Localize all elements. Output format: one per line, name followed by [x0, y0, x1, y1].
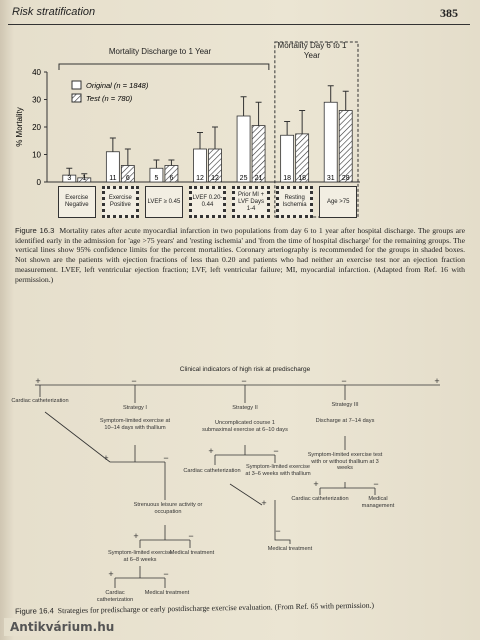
- category-box: Age >75: [319, 186, 357, 218]
- error-bar: [81, 173, 88, 178]
- bar-count: 3: [67, 175, 71, 182]
- flow-node: Strategy III: [331, 402, 359, 408]
- category-box: Exercise Positive: [101, 186, 140, 218]
- flow-node: Strategy I: [123, 405, 147, 411]
- category-box: Prior MI + LVF Days 1-4: [232, 186, 270, 218]
- flow-node: Medical treatment: [169, 550, 215, 556]
- running-head: Risk stratification: [12, 6, 96, 18]
- caption: Figure 16.3 Mortality rates after acute …: [15, 226, 465, 284]
- bar-count: 31: [327, 175, 335, 182]
- page-number: 385: [440, 6, 458, 20]
- error-bar: [109, 137, 116, 152]
- legend-swatch: [71, 93, 82, 103]
- branch-sign: −: [275, 526, 281, 536]
- bar-count: 11: [109, 175, 116, 182]
- bar-count: 28: [342, 175, 350, 182]
- category-box: Exercise Negative: [58, 186, 96, 218]
- branch-sign: +: [208, 446, 214, 456]
- flow-node: Symptom-limited exercise at 3–6 weeks wi…: [245, 464, 311, 477]
- group-box: [274, 41, 359, 218]
- bar-count: 25: [240, 175, 248, 182]
- flow-node: Uncomplicated course 1 submaximal exerci…: [202, 420, 288, 433]
- category-box: LVEF ≥ 0.45: [145, 186, 183, 218]
- bar-count: 18: [298, 175, 306, 182]
- error-bar: [197, 132, 203, 149]
- flow-node: Strenuous leisure activity or occupation: [133, 502, 203, 515]
- flow-node: Cardiac catheterization: [96, 590, 134, 603]
- flow-node: Medical treatment: [267, 546, 313, 552]
- caption-label: Figure 16.4: [14, 606, 54, 616]
- legend-label: Test (n = 780): [86, 94, 133, 103]
- branch-sign: −: [373, 479, 379, 489]
- y-tick-label: 10: [32, 151, 41, 160]
- branch-sign: −: [163, 569, 169, 579]
- branch-sign: −: [131, 376, 137, 386]
- branch-sign: +: [35, 376, 41, 386]
- error-bar: [299, 110, 306, 134]
- bar-count: 12: [196, 175, 204, 182]
- error-bar: [168, 159, 175, 166]
- error-bar: [240, 96, 247, 116]
- caption-text: Mortality rates after acute myocardial i…: [15, 226, 466, 284]
- y-tick-label: 30: [32, 96, 41, 105]
- error-bar: [284, 121, 291, 136]
- branch-sign: +: [133, 531, 139, 541]
- error-bar: [342, 90, 349, 111]
- flow-node: Discharge at 7–14 days: [315, 418, 375, 424]
- flow-node: Symptom-limited exercise test with or wi…: [307, 452, 383, 472]
- watermark: Antikvárium.hu: [4, 618, 121, 636]
- branch-sign: −: [188, 531, 194, 541]
- branch-sign: −: [163, 453, 169, 463]
- caption-label: Figure 16.3: [15, 226, 55, 235]
- group-label: Mortality Discharge to 1 Year: [108, 47, 212, 56]
- category-box: LVEF 0.20-0.44: [188, 186, 227, 218]
- group-label: Mortality Day 6 to 1 Year: [277, 41, 347, 60]
- branch-sign: −: [273, 446, 279, 456]
- y-axis-label: % Mortality: [15, 107, 24, 147]
- y-tick-label: 0: [37, 178, 42, 187]
- bar-count: 12: [211, 175, 219, 182]
- error-bar: [153, 159, 160, 169]
- flow-node: Strategy II: [232, 405, 258, 411]
- group-bracket: [58, 63, 270, 70]
- error-bar: [327, 85, 334, 103]
- bar-count: 6: [126, 175, 130, 182]
- error-bar: [212, 126, 218, 149]
- flow-node: Medical treatment: [144, 590, 190, 596]
- branch-sign: +: [313, 479, 319, 489]
- branch-sign: −: [241, 376, 247, 386]
- error-bar: [255, 101, 262, 126]
- branch-sign: +: [434, 376, 440, 386]
- flow-node: Medical management: [361, 496, 395, 509]
- bar-count: 21: [255, 175, 263, 182]
- bar-count: 1: [82, 175, 86, 182]
- y-tick-label: 40: [32, 68, 41, 77]
- flow-node: Cardiac catheterization: [11, 398, 69, 404]
- branch-sign: +: [108, 569, 114, 579]
- rule: [8, 24, 470, 25]
- diagram-title: Clinical indicators of high risk at pred…: [179, 366, 311, 373]
- error-bar: [66, 167, 73, 176]
- flow-node: Cardiac catheterization: [291, 496, 349, 502]
- error-bar: [124, 148, 131, 166]
- bar-count: 18: [283, 175, 291, 182]
- flow-node: Cardiac catheterization: [183, 468, 241, 474]
- flow-node: Symptom-limited exercise at 6–8 weeks: [107, 550, 173, 563]
- branch-sign: +: [103, 453, 109, 463]
- y-tick-label: 20: [32, 123, 41, 132]
- bar-count: 6: [169, 175, 173, 182]
- legend-swatch: [71, 80, 82, 90]
- category-box: Resting Ischemia: [275, 186, 314, 218]
- branch-sign: +: [261, 498, 267, 508]
- legend-label: Original (n = 1848): [86, 81, 149, 90]
- flow-node: Symptom-limited exercise at 10–14 days w…: [99, 418, 171, 431]
- branch-sign: −: [341, 376, 347, 386]
- bar-count: 5: [154, 175, 158, 182]
